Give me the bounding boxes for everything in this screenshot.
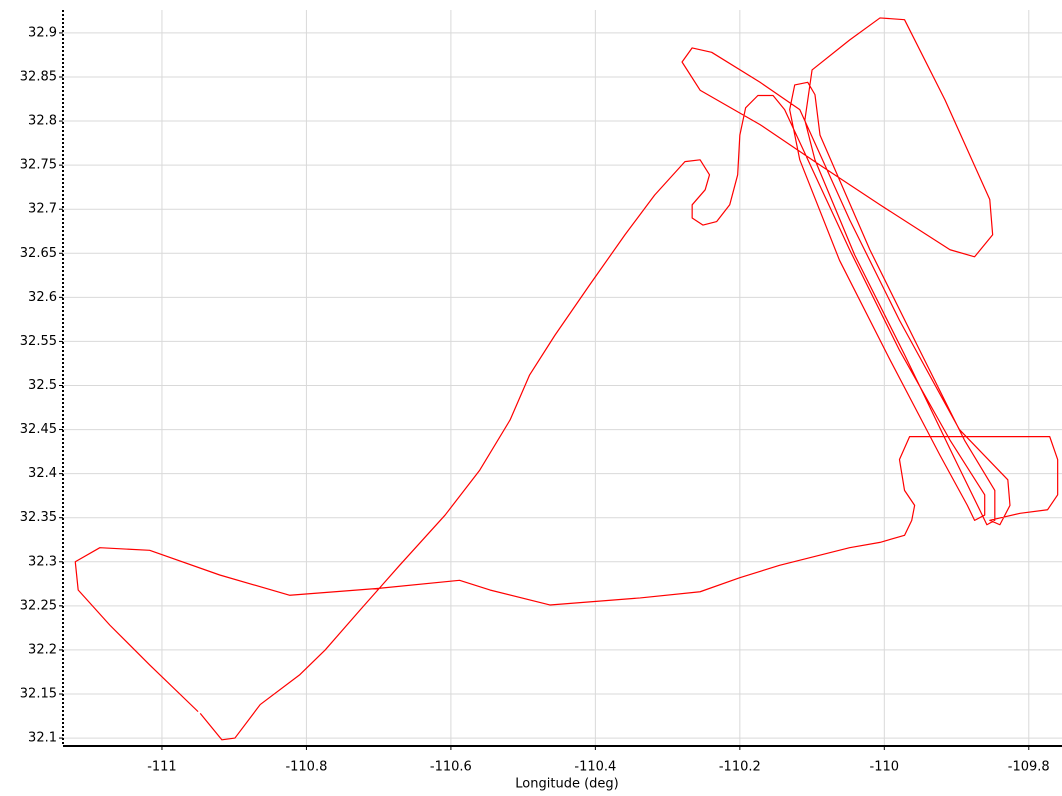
y-tick-label: 32.7 [28,202,57,217]
x-tick-label: -111 [147,760,177,775]
plot-area [74,17,1059,741]
y-tick-label: 32.2 [28,642,57,657]
x-tick-label: -110.6 [430,760,472,775]
y-tick-label: 32.75 [20,158,57,173]
y-tick-label: 32.55 [20,334,57,349]
y-tick-label: 32.45 [20,422,57,437]
x-tick-label: -110.4 [574,760,616,775]
x-tick-label: -110.8 [285,760,327,775]
y-tick-label: 32.9 [28,25,57,40]
y-tick-label: 32.5 [28,378,57,393]
y-tick-label: 32.3 [28,554,57,569]
y-tick-label: 32.1 [28,731,57,746]
y-tick-label: 32.8 [28,114,57,129]
y-tick-label: 32.85 [20,69,57,84]
y-tick-label: 32.65 [20,246,57,261]
grid [63,10,1062,746]
y-tick-label: 32.6 [28,290,57,305]
x-tick-label: -109.8 [1008,760,1050,775]
y-tick-label: 32.25 [20,598,57,613]
x-axis-title: Longitude (deg) [515,777,618,792]
x-tick-label: -110 [870,760,900,775]
y-tick-label: 32.4 [28,466,57,481]
x-tick-label: -110.2 [719,760,761,775]
y-tick-label: 32.35 [20,510,57,525]
track-line [74,17,1059,741]
y-tick-label: 32.15 [20,686,57,701]
